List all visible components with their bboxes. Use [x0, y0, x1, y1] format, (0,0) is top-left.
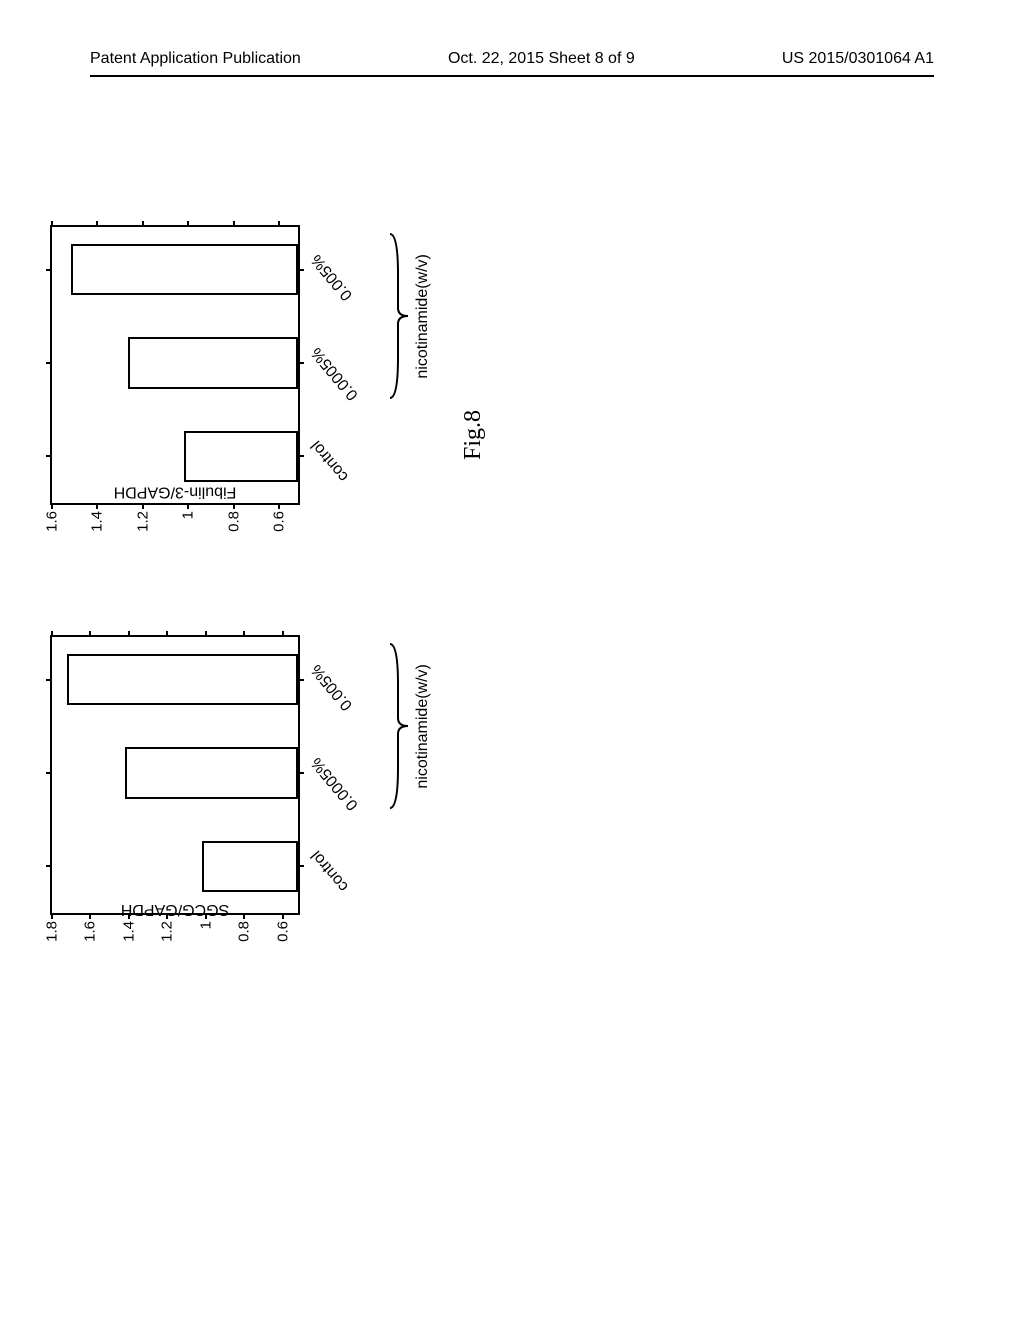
x-tick: [298, 865, 304, 867]
x-category-label: control: [308, 847, 353, 895]
y-tick-label: 0.8: [225, 511, 242, 532]
right-tick: [166, 631, 168, 637]
y-tick-label: 0.6: [274, 921, 291, 942]
bar: [71, 244, 298, 295]
bar: [202, 841, 298, 892]
y-tick-label: 1.8: [44, 921, 61, 942]
x-category-label: 0.0005%: [308, 753, 362, 813]
y-tick-label: 1.4: [120, 921, 137, 942]
x-category-label: control: [308, 437, 353, 485]
x-category-label: 0.005%: [308, 250, 357, 303]
x-tick: [298, 679, 304, 681]
top-tick: [46, 679, 52, 681]
right-tick: [233, 221, 235, 227]
bar: [67, 654, 298, 705]
right-tick: [89, 631, 91, 637]
top-tick: [46, 772, 52, 774]
right-tick: [128, 631, 130, 637]
right-tick: [205, 631, 207, 637]
y-tick: [233, 503, 235, 509]
top-tick: [46, 865, 52, 867]
x-category-label: 0.005%: [308, 660, 357, 713]
header-center: Oct. 22, 2015 Sheet 8 of 9: [448, 50, 635, 68]
right-tick: [142, 221, 144, 227]
y-tick-label: 1.6: [44, 511, 61, 532]
y-tick-label: 1: [180, 511, 197, 519]
bar: [128, 337, 298, 388]
top-tick: [46, 269, 52, 271]
right-tick: [282, 631, 284, 637]
y-tick: [89, 913, 91, 919]
x-tick: [298, 362, 304, 364]
header-right: US 2015/0301064 A1: [782, 50, 934, 68]
group-label: nicotinamide(w/v): [414, 642, 432, 810]
right-tick: [187, 221, 189, 227]
patent-header: Patent Application Publication Oct. 22, …: [0, 50, 1024, 68]
y-tick: [51, 503, 53, 509]
y-tick-label: 1.4: [89, 511, 106, 532]
figure-label: Fig.8: [460, 410, 487, 460]
bar: [125, 747, 298, 798]
y-tick: [128, 913, 130, 919]
right-tick: [51, 631, 53, 637]
y-tick-label: 1: [197, 921, 214, 929]
right-tick: [243, 631, 245, 637]
y-axis-label: SGCG/GAPDH: [121, 900, 229, 918]
y-tick-label: 1.2: [134, 511, 151, 532]
group-brace: nicotinamide(w/v): [388, 232, 432, 400]
x-tick: [298, 455, 304, 457]
y-tick: [243, 913, 245, 919]
right-tick: [278, 221, 280, 227]
bar: [184, 431, 298, 482]
header-divider: [90, 75, 934, 77]
y-tick: [278, 503, 280, 509]
y-tick: [205, 913, 207, 919]
y-tick: [142, 503, 144, 509]
x-category-label: 0.0005%: [308, 343, 362, 403]
fibulin-chart: Fibulin-3/GAPDH0.60.811.21.41.6control0.…: [50, 185, 330, 505]
sgcg-chart: SGCG/GAPDH0.60.811.21.41.61.8control0.00…: [50, 595, 330, 915]
group-brace: nicotinamide(w/v): [388, 642, 432, 810]
top-tick: [46, 455, 52, 457]
header-left: Patent Application Publication: [90, 50, 301, 68]
y-axis-label: Fibulin-3/GAPDH: [114, 483, 237, 501]
y-tick: [187, 503, 189, 509]
y-tick: [282, 913, 284, 919]
right-tick: [96, 221, 98, 227]
y-tick: [166, 913, 168, 919]
y-tick-label: 0.6: [271, 511, 288, 532]
y-tick-label: 1.6: [82, 921, 99, 942]
y-tick: [51, 913, 53, 919]
y-tick: [96, 503, 98, 509]
right-tick: [51, 221, 53, 227]
group-label: nicotinamide(w/v): [414, 232, 432, 400]
x-tick: [298, 772, 304, 774]
top-tick: [46, 362, 52, 364]
x-tick: [298, 269, 304, 271]
y-tick-label: 1.2: [159, 921, 176, 942]
y-tick-label: 0.8: [236, 921, 253, 942]
